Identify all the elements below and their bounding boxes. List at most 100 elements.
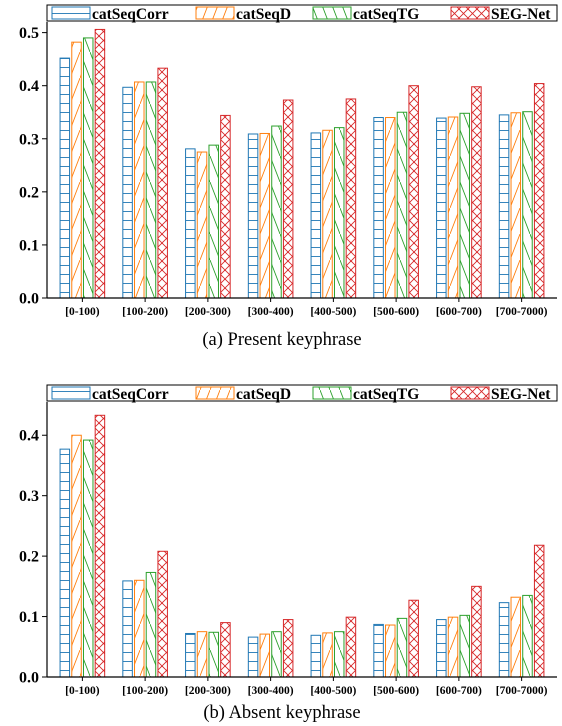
legend-frame	[46, 4, 558, 22]
bar-catseqd-200-300	[196, 151, 208, 299]
bar-seg-net-0-100	[94, 28, 106, 299]
bar-catseqtg-700-7000	[522, 111, 533, 299]
bar-catseqtg-0-100	[82, 439, 94, 678]
chart-caption: (a) Present keyphrase	[202, 330, 361, 350]
x-tick-label-400-500: [400-500)	[310, 685, 356, 697]
y-tick-label: 0.2	[19, 549, 39, 566]
x-tick-label-100-200: [100-200)	[122, 685, 168, 697]
bar-catseqcorr-500-600	[373, 117, 384, 299]
bar-catseqcorr-700-7000	[498, 602, 510, 678]
bar-catseqd-100-200	[134, 579, 145, 678]
legend-label-catseqcorr: catSeqCorr	[92, 386, 169, 403]
y-tick-label: 0.3	[19, 131, 39, 148]
y-tick-label: 0.3	[19, 488, 39, 505]
bar-seg-net-600-700	[471, 86, 482, 299]
legend-frame	[46, 384, 558, 402]
bar-seg-net-200-300	[220, 114, 231, 299]
x-tick-label-100-200: [100-200)	[122, 306, 168, 318]
bar-catseqcorr-400-500	[310, 132, 322, 299]
bar-catseqtg-600-700	[459, 614, 470, 678]
legend-swatch-seg-net	[450, 386, 490, 400]
bar-catseqcorr-400-500	[310, 634, 322, 678]
bar-catseqcorr-200-300	[185, 148, 196, 299]
x-tick-label-400-500: [400-500)	[310, 306, 356, 318]
legend-label-seg-net: SEG-Net	[491, 386, 551, 403]
bar-catseqtg-100-200	[145, 81, 157, 299]
x-tick-label-200-300: [200-300)	[185, 306, 231, 318]
legend-label-catseqtg: catSeqTG	[353, 6, 419, 23]
x-tick-label-700-7000: [700-7000)	[496, 685, 548, 697]
x-tick-label-500-600: [500-600)	[373, 685, 419, 697]
bar-catseqd-100-200	[134, 81, 145, 299]
bar-catseqd-500-600	[385, 117, 396, 299]
y-tick-label: 0.4	[19, 78, 39, 95]
bar-catseqtg-600-700	[459, 112, 470, 299]
y-tick-label: 0.1	[19, 609, 39, 626]
bar-seg-net-200-300	[220, 622, 231, 678]
bar-catseqtg-400-500	[333, 127, 345, 299]
bar-catseqd-700-7000	[510, 596, 522, 678]
bar-catseqtg-200-300	[208, 631, 219, 678]
x-tick-label-300-400: [300-400)	[248, 306, 294, 318]
x-tick-label-600-700: [600-700)	[436, 306, 482, 318]
bar-catseqtg-300-400	[271, 125, 282, 299]
bar-catseqcorr-600-700	[436, 619, 447, 678]
bar-seg-net-300-400	[282, 619, 294, 678]
legend-swatch-catseqd	[195, 6, 235, 20]
bar-catseqcorr-600-700	[436, 117, 447, 299]
bar-seg-net-300-400	[282, 99, 294, 299]
bar-catseqtg-100-200	[145, 571, 157, 678]
y-tick-label: 0.4	[19, 428, 39, 445]
bar-catseqcorr-0-100	[59, 57, 71, 299]
legend-swatch-catseqtg	[312, 386, 352, 400]
x-tick-label-200-300: [200-300)	[185, 685, 231, 697]
bar-catseqcorr-300-400	[247, 636, 259, 678]
legend-label-catseqcorr: catSeqCorr	[92, 6, 169, 23]
x-tick-label-0-100: [0-100)	[65, 685, 100, 697]
x-tick-label-500-600: [500-600)	[373, 306, 419, 318]
bar-catseqcorr-300-400	[247, 133, 259, 299]
legend-label-catseqd: catSeqD	[236, 386, 291, 403]
bar-catseqd-600-700	[447, 116, 459, 299]
y-tick-label: 0.0	[19, 291, 39, 308]
y-tick-label: 0.5	[19, 25, 39, 42]
x-tick-label-300-400: [300-400)	[248, 685, 294, 697]
bar-catseqcorr-200-300	[185, 632, 196, 678]
bar-seg-net-400-500	[345, 98, 357, 299]
bar-catseqtg-200-300	[208, 144, 219, 299]
legend-label-seg-net: SEG-Net	[491, 6, 551, 23]
bar-catseqd-300-400	[259, 132, 271, 299]
bar-catseqcorr-100-200	[122, 86, 133, 299]
x-tick-label-600-700: [600-700)	[436, 685, 482, 697]
bar-catseqcorr-500-600	[373, 623, 384, 678]
bar-seg-net-600-700	[471, 585, 482, 678]
bar-seg-net-500-600	[408, 85, 419, 299]
x-tick-label-0-100: [0-100)	[65, 306, 100, 318]
bar-catseqd-500-600	[385, 624, 396, 678]
legend-swatch-seg-net	[450, 6, 490, 20]
chart-present-keyphrase: catSeqCorr catSeqD catSeqTG SEG-Net 0.0 0.1 0.…	[19, 4, 558, 350]
bar-seg-net-400-500	[345, 616, 357, 678]
bar-catseqd-0-100	[71, 41, 82, 299]
bar-catseqd-300-400	[259, 633, 271, 678]
bar-catseqtg-300-400	[271, 631, 282, 678]
bar-catseqd-400-500	[322, 129, 333, 299]
legend-swatch-catseqtg	[312, 6, 352, 20]
bar-seg-net-0-100	[94, 414, 106, 678]
chart-absent-keyphrase: catSeqCorr catSeqD catSeqTG SEG-Net 0.0 0.1 0.…	[19, 384, 558, 723]
bar-seg-net-700-7000	[533, 544, 545, 678]
bar-catseqd-700-7000	[510, 112, 522, 299]
bar-catseqtg-0-100	[82, 37, 94, 299]
y-tick-label: 0.2	[19, 184, 39, 201]
y-tick-label: 0.1	[19, 237, 39, 254]
chart-caption: (b) Absent keyphrase	[203, 703, 360, 723]
bar-catseqtg-500-600	[396, 617, 408, 678]
bar-catseqtg-500-600	[396, 111, 408, 299]
legend-swatch-catseqd	[195, 386, 235, 400]
bar-catseqd-200-300	[196, 631, 208, 678]
bar-catseqcorr-700-7000	[498, 114, 510, 299]
bar-seg-net-700-7000	[533, 83, 545, 299]
bar-catseqcorr-0-100	[59, 448, 71, 678]
legend-swatch-catseqcorr	[51, 6, 91, 20]
bar-seg-net-100-200	[157, 67, 168, 299]
